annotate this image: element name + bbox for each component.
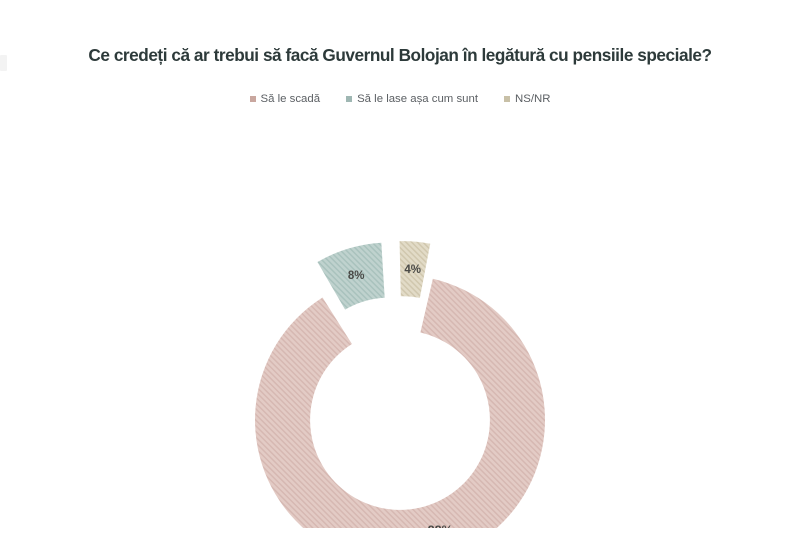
slice-label-middle: 8%: [348, 270, 365, 282]
legend-item-label: Să le lase așa cum sunt: [357, 93, 478, 105]
legend-item-sa-le-scada[interactable]: Să le scadă: [249, 92, 321, 106]
slice-label-major: 88%: [428, 523, 453, 528]
chart-legend: Să le scadă Să le lase așa cum sunt NS/N…: [0, 92, 800, 106]
donut-slice-minor[interactable]: [399, 241, 431, 298]
legend-item-label: Să le scadă: [260, 93, 321, 105]
legend-item-ns-nr[interactable]: NS/NR: [504, 92, 550, 106]
slice-label-minor: 4%: [404, 264, 421, 276]
donut-slice-middle[interactable]: [317, 242, 385, 310]
legend-item-sa-le-lase-asa-cum-sunt[interactable]: Să le lase așa cum sunt: [346, 92, 478, 106]
legend-swatch-icon: [249, 96, 256, 102]
edge-artifact: [0, 55, 7, 71]
legend-item-label: NS/NR: [515, 93, 551, 105]
legend-swatch-icon: [346, 96, 353, 102]
donut-chart: 88% 8% 4%: [255, 241, 545, 528]
chart-plot-area: 88% 8% 4%: [0, 118, 800, 528]
legend-swatch-icon: [504, 96, 510, 102]
donut-slice-major[interactable]: [255, 278, 545, 528]
chart-title: Ce credeți că ar trebui să facă Guvernul…: [88, 45, 712, 65]
